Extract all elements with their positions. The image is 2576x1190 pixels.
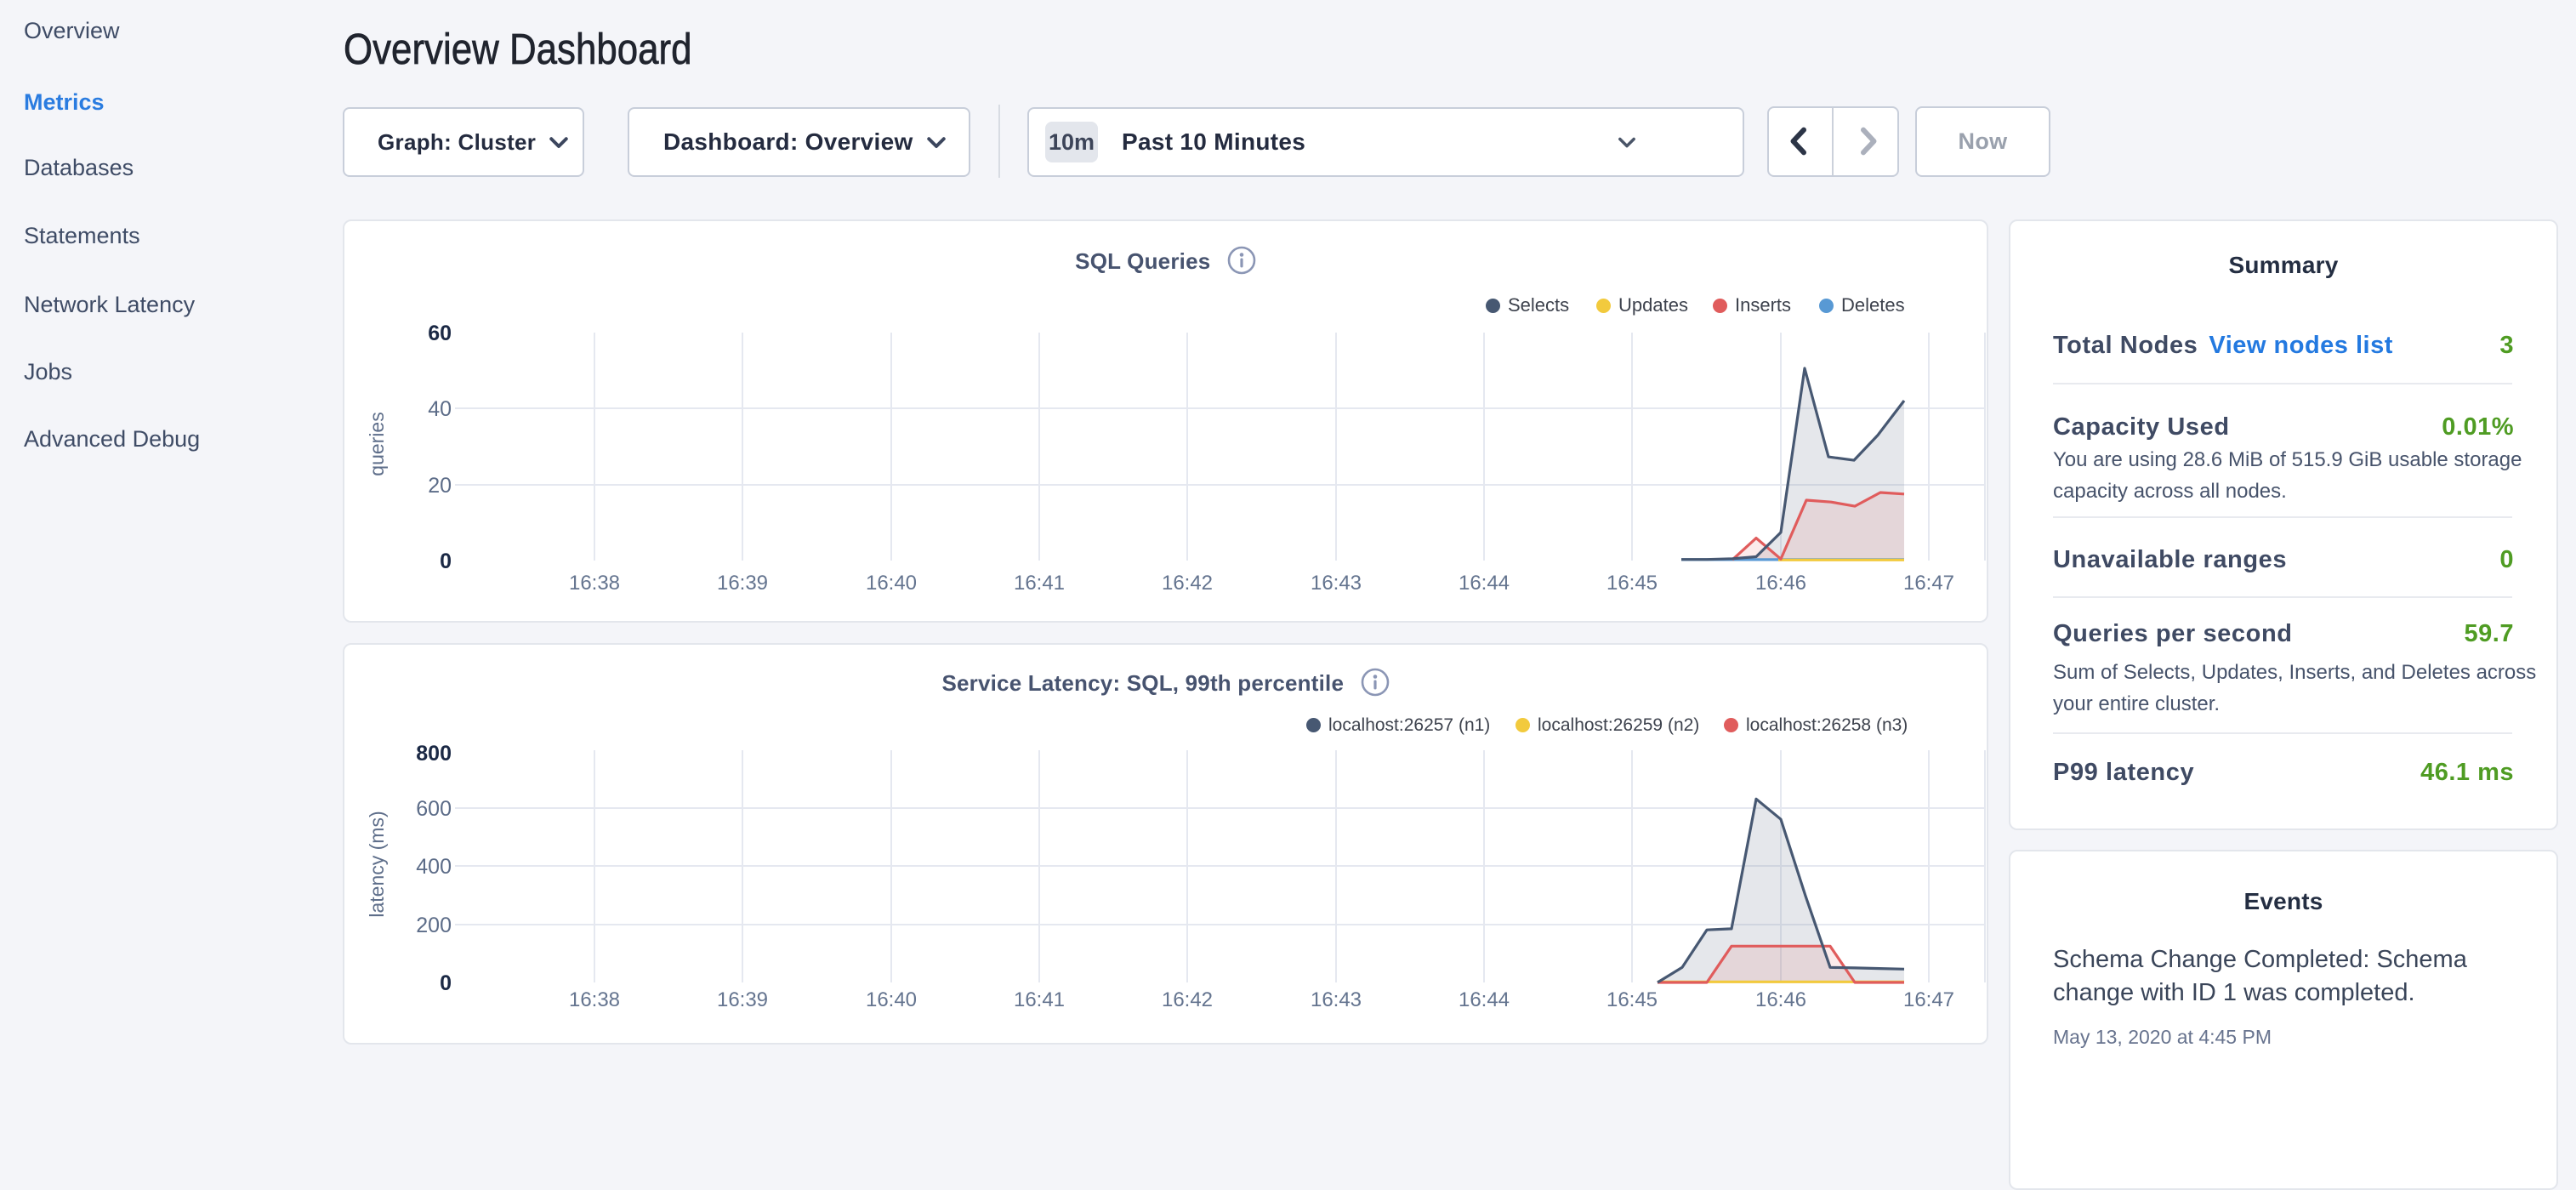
svg-text:16:47: 16:47 xyxy=(1903,572,1954,595)
svg-text:16:47: 16:47 xyxy=(1903,988,1954,1011)
svg-text:16:43: 16:43 xyxy=(1311,572,1362,595)
svg-text:16:46: 16:46 xyxy=(1755,988,1806,1011)
svg-text:600: 600 xyxy=(416,797,452,821)
svg-text:800: 800 xyxy=(416,742,452,766)
svg-text:16:41: 16:41 xyxy=(1014,988,1065,1011)
svg-text:16:42: 16:42 xyxy=(1162,988,1213,1011)
svg-text:16:41: 16:41 xyxy=(1014,572,1065,595)
svg-text:0: 0 xyxy=(440,971,452,995)
svg-text:400: 400 xyxy=(416,855,452,879)
svg-text:200: 200 xyxy=(416,914,452,937)
svg-text:16:45: 16:45 xyxy=(1606,988,1658,1011)
svg-text:16:39: 16:39 xyxy=(717,572,768,595)
svg-text:16:42: 16:42 xyxy=(1162,572,1213,595)
svg-text:60: 60 xyxy=(428,322,452,345)
svg-text:16:38: 16:38 xyxy=(569,988,620,1011)
svg-text:20: 20 xyxy=(428,474,452,498)
svg-text:16:45: 16:45 xyxy=(1606,572,1658,595)
svg-text:16:40: 16:40 xyxy=(866,988,917,1011)
svg-text:16:46: 16:46 xyxy=(1755,572,1806,595)
svg-text:16:38: 16:38 xyxy=(569,572,620,595)
svg-text:16:43: 16:43 xyxy=(1311,988,1362,1011)
svg-text:0: 0 xyxy=(440,549,452,573)
svg-text:16:44: 16:44 xyxy=(1459,988,1510,1011)
svg-text:latency (ms): latency (ms) xyxy=(366,811,388,917)
svg-text:queries: queries xyxy=(366,412,388,475)
svg-text:16:39: 16:39 xyxy=(717,988,768,1011)
svg-text:16:40: 16:40 xyxy=(866,572,917,595)
svg-text:40: 40 xyxy=(428,397,452,421)
svg-text:16:44: 16:44 xyxy=(1459,572,1510,595)
